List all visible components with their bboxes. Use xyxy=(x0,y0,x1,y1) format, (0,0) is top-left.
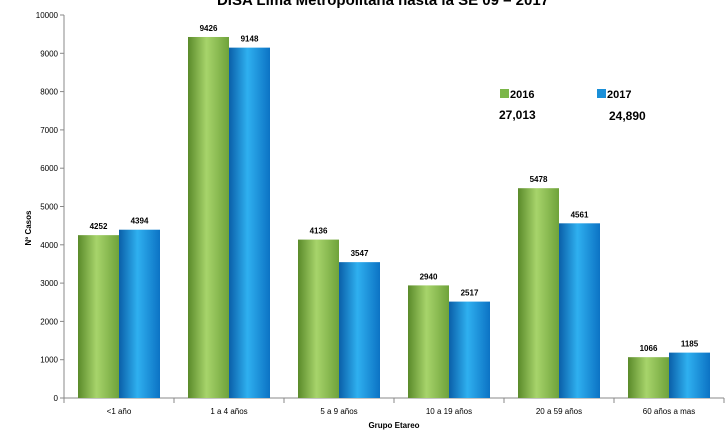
bar-2017 xyxy=(669,352,710,398)
y-tick-label: 4000 xyxy=(40,241,58,250)
y-tick-label: 7000 xyxy=(40,126,58,135)
x-tick-label: 20 a 59 años xyxy=(536,407,582,416)
y-tick-label: 0 xyxy=(54,394,59,403)
x-tick-label: 60 años a mas xyxy=(643,407,695,416)
legend: 2016 27,013 2017 24,890 xyxy=(499,89,646,123)
bar-2017 xyxy=(559,223,600,398)
bar-2016 xyxy=(628,357,669,398)
bars-group xyxy=(78,36,710,399)
total-2017: 24,890 xyxy=(609,109,646,123)
y-tick-label: 2000 xyxy=(40,317,58,326)
x-tick-label: 10 a 19 años xyxy=(426,407,472,416)
x-axis: <1 año 1 a 4 años 5 a 9 años 10 a 19 años 20… xyxy=(63,397,725,416)
x-tick-label: <1 año xyxy=(107,407,132,416)
bar-2016 xyxy=(78,235,119,398)
data-label-2017: 4561 xyxy=(571,210,589,219)
bar-2017 xyxy=(449,301,490,398)
data-label-2017: 9148 xyxy=(241,35,259,44)
data-label-2017: 4394 xyxy=(131,217,149,226)
y-tick-label: 1000 xyxy=(40,356,58,365)
bar-2016 xyxy=(188,36,229,399)
y-tick-label: 8000 xyxy=(40,88,58,97)
legend-label-2016: 2016 xyxy=(510,89,534,101)
x-tick-label: 5 a 9 años xyxy=(320,407,357,416)
data-labels-group: 4252 9426 4136 2940 5478 1066 4394 9148 3547 2517… xyxy=(90,24,699,353)
data-label-2016: 4136 xyxy=(310,227,328,236)
y-axis: 0 1000 2000 3000 4000 5000 6000 7000 8000 9000 100… xyxy=(36,11,65,403)
y-tick-label: 10000 xyxy=(36,11,59,20)
legend-swatch-2017 xyxy=(597,89,606,98)
y-tick-label: 5000 xyxy=(40,203,58,212)
x-axis-title: Grupo Etareo xyxy=(368,421,419,430)
data-label-2016: 5478 xyxy=(530,175,548,184)
y-tick-label: 6000 xyxy=(40,164,58,173)
bar-2017 xyxy=(339,262,380,398)
data-label-2017: 1185 xyxy=(681,340,699,349)
bar-2016 xyxy=(298,239,339,398)
chart-title: DISA Lima Metropolitana hasta la SE 09 –… xyxy=(217,0,549,9)
y-tick-label: 3000 xyxy=(40,279,58,288)
data-label-2017: 3547 xyxy=(351,249,369,258)
data-label-2017: 2517 xyxy=(461,289,479,298)
data-label-2016: 1066 xyxy=(640,344,658,353)
total-2016: 27,013 xyxy=(499,108,536,122)
x-tick-label: 1 a 4 años xyxy=(210,407,247,416)
bar-2016 xyxy=(518,188,559,398)
data-label-2016: 9426 xyxy=(200,24,218,33)
legend-label-2017: 2017 xyxy=(607,89,631,101)
data-label-2016: 2940 xyxy=(420,272,438,281)
bar-2017 xyxy=(119,229,160,398)
y-tick-label: 9000 xyxy=(40,49,58,58)
bar-2017 xyxy=(229,47,270,399)
data-label-2016: 4252 xyxy=(90,222,108,231)
y-axis-title: Nº Casos xyxy=(24,210,33,245)
legend-swatch-2016 xyxy=(500,89,509,98)
bar-2016 xyxy=(408,285,449,398)
